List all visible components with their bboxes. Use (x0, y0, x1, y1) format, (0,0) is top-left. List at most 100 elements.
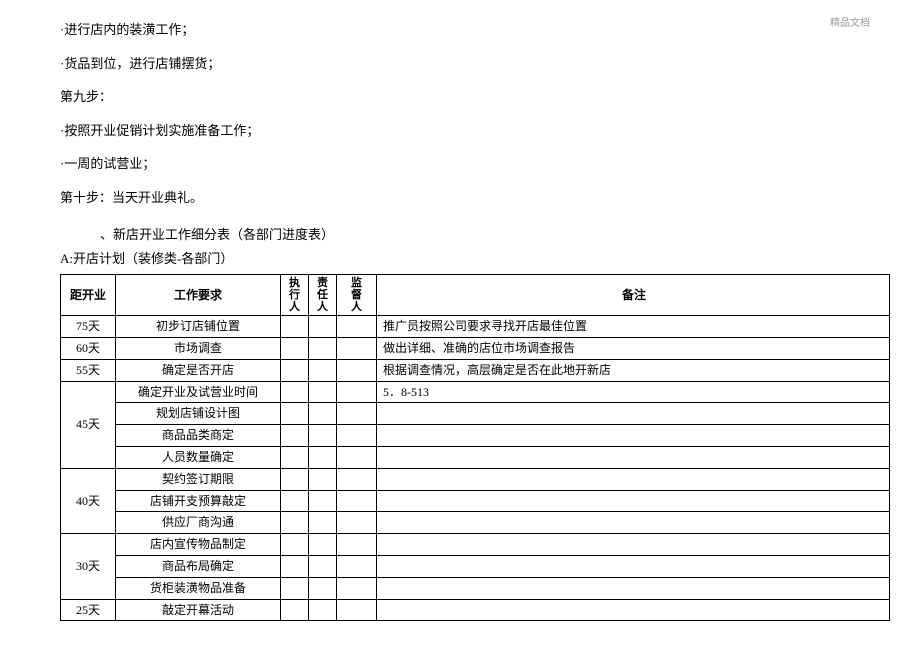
cell-requirement: 店铺开支预算敲定 (116, 490, 281, 512)
cell-requirement: 商品品类商定 (116, 425, 281, 447)
cell-note (377, 447, 890, 469)
cell-days: 40天 (61, 468, 116, 533)
bullet-line: ·进行店内的装潢工作； (60, 20, 880, 40)
header-responsible: 责任人 (309, 275, 337, 316)
section-title: 、新店开业工作细分表（各部门进度表） (100, 225, 880, 245)
table-row: 货柜装潢物品准备 (61, 577, 890, 599)
cell-empty (281, 490, 309, 512)
cell-empty (281, 381, 309, 403)
bullet-line: ·一周的试营业； (60, 154, 880, 174)
watermark-text: 精品文档 (830, 14, 870, 29)
table-row: 25天敲定开幕活动 (61, 599, 890, 621)
cell-requirement: 人员数量确定 (116, 447, 281, 469)
cell-requirement: 商品布局确定 (116, 556, 281, 578)
cell-empty (337, 403, 377, 425)
cell-empty (309, 381, 337, 403)
cell-empty (281, 447, 309, 469)
cell-empty (337, 512, 377, 534)
table-row: 供应厂商沟通 (61, 512, 890, 534)
cell-note: 推广员按照公司要求寻找开店最佳位置 (377, 316, 890, 338)
table-row: 60天市场调查 做出详细、准确的店位市场调查报告 (61, 338, 890, 360)
cell-note (377, 534, 890, 556)
cell-note (377, 425, 890, 447)
cell-empty (281, 316, 309, 338)
cell-empty (337, 468, 377, 490)
cell-empty (281, 468, 309, 490)
cell-empty (337, 534, 377, 556)
step-heading: 第十步：当天开业典礼。 (60, 188, 880, 208)
table-row: 40天契约签订期限 (61, 468, 890, 490)
cell-empty (309, 490, 337, 512)
cell-note: 做出详细、准确的店位市场调查报告 (377, 338, 890, 360)
cell-days: 60天 (61, 338, 116, 360)
cell-empty (309, 447, 337, 469)
table-row: 店铺开支预算敲定 (61, 490, 890, 512)
cell-note (377, 556, 890, 578)
cell-requirement: 市场调查 (116, 338, 281, 360)
cell-requirement: 确定开业及试营业时间 (116, 381, 281, 403)
cell-empty (337, 316, 377, 338)
header-executor: 执行人 (281, 275, 309, 316)
cell-empty (337, 447, 377, 469)
cell-note (377, 599, 890, 621)
cell-empty (337, 599, 377, 621)
cell-requirement: 确定是否开店 (116, 359, 281, 381)
schedule-table: 距开业 工作要求 执行人 责任人 监督人 备注 75天初步订店铺位置 推广员按照公… (60, 274, 890, 621)
cell-note (377, 512, 890, 534)
cell-empty (309, 468, 337, 490)
cell-requirement: 店内宣传物品制定 (116, 534, 281, 556)
cell-note (377, 490, 890, 512)
table-row: 人员数量确定 (61, 447, 890, 469)
cell-empty (337, 577, 377, 599)
header-days: 距开业 (61, 275, 116, 316)
cell-empty (281, 359, 309, 381)
cell-note (377, 577, 890, 599)
sub-title: A:开店计划（装修类-各部门） (60, 249, 880, 269)
table-row: 商品品类商定 (61, 425, 890, 447)
cell-empty (281, 599, 309, 621)
cell-empty (337, 556, 377, 578)
cell-days: 25天 (61, 599, 116, 621)
cell-note: 5．8-513 (377, 381, 890, 403)
cell-empty (281, 425, 309, 447)
cell-empty (281, 534, 309, 556)
cell-requirement: 货柜装潢物品准备 (116, 577, 281, 599)
cell-days: 55天 (61, 359, 116, 381)
cell-requirement: 敲定开幕活动 (116, 599, 281, 621)
cell-empty (337, 381, 377, 403)
bullet-line: ·按照开业促销计划实施准备工作； (60, 121, 880, 141)
cell-empty (337, 425, 377, 447)
cell-days: 45天 (61, 381, 116, 468)
cell-empty (309, 316, 337, 338)
table-body: 75天初步订店铺位置 推广员按照公司要求寻找开店最佳位置 60天市场调查 做出详细、准… (61, 316, 890, 621)
cell-empty (309, 599, 337, 621)
cell-requirement: 初步订店铺位置 (116, 316, 281, 338)
cell-note (377, 403, 890, 425)
table-row: 规划店铺设计图 (61, 403, 890, 425)
cell-requirement: 规划店铺设计图 (116, 403, 281, 425)
cell-empty (309, 425, 337, 447)
cell-empty (309, 359, 337, 381)
cell-empty (309, 403, 337, 425)
cell-empty (337, 490, 377, 512)
cell-days: 30天 (61, 534, 116, 599)
cell-empty (309, 556, 337, 578)
table-row: 商品布局确定 (61, 556, 890, 578)
step-heading: 第九步： (60, 87, 880, 107)
cell-empty (309, 577, 337, 599)
cell-empty (281, 512, 309, 534)
cell-empty (281, 403, 309, 425)
table-header-row: 距开业 工作要求 执行人 责任人 监督人 备注 (61, 275, 890, 316)
header-requirement: 工作要求 (116, 275, 281, 316)
table-row: 30天店内宣传物品制定 (61, 534, 890, 556)
table-row: 45天确定开业及试营业时间5．8-513 (61, 381, 890, 403)
cell-empty (281, 556, 309, 578)
header-supervisor: 监督人 (337, 275, 377, 316)
cell-empty (337, 338, 377, 360)
cell-empty (281, 577, 309, 599)
cell-requirement: 契约签订期限 (116, 468, 281, 490)
cell-days: 75天 (61, 316, 116, 338)
cell-note (377, 468, 890, 490)
table-row: 55天确定是否开店 根据调查情况，高层确定是否在此地开新店 (61, 359, 890, 381)
cell-note: 根据调查情况，高层确定是否在此地开新店 (377, 359, 890, 381)
